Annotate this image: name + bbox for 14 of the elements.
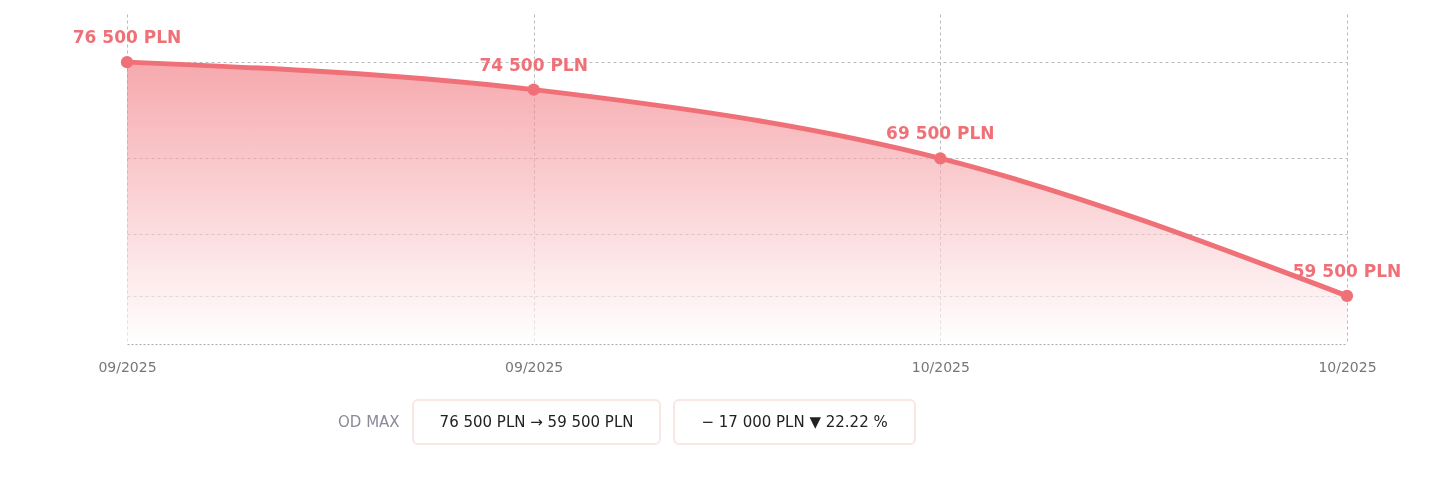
point: [1340, 289, 1354, 302]
x-tick-label: 09/2025: [505, 358, 564, 375]
data-label: 69 500 PLN: [886, 123, 995, 144]
point: [120, 56, 134, 69]
x-tick-label: 10/2025: [911, 358, 970, 375]
point: [527, 83, 540, 96]
text: 76 500 PLN → 59 500 PLN: [411, 399, 662, 445]
text: OD MAX: [338, 413, 400, 431]
text: − 17 000 PLN ▼ 22.22 %: [673, 399, 916, 445]
x-tick-label: 10/2025: [1318, 358, 1377, 375]
point: [934, 152, 947, 165]
x-tick-label: 09/2025: [98, 358, 157, 375]
data-label: 76 500 PLN: [72, 27, 182, 48]
data-label: 74 500 PLN: [479, 54, 588, 75]
